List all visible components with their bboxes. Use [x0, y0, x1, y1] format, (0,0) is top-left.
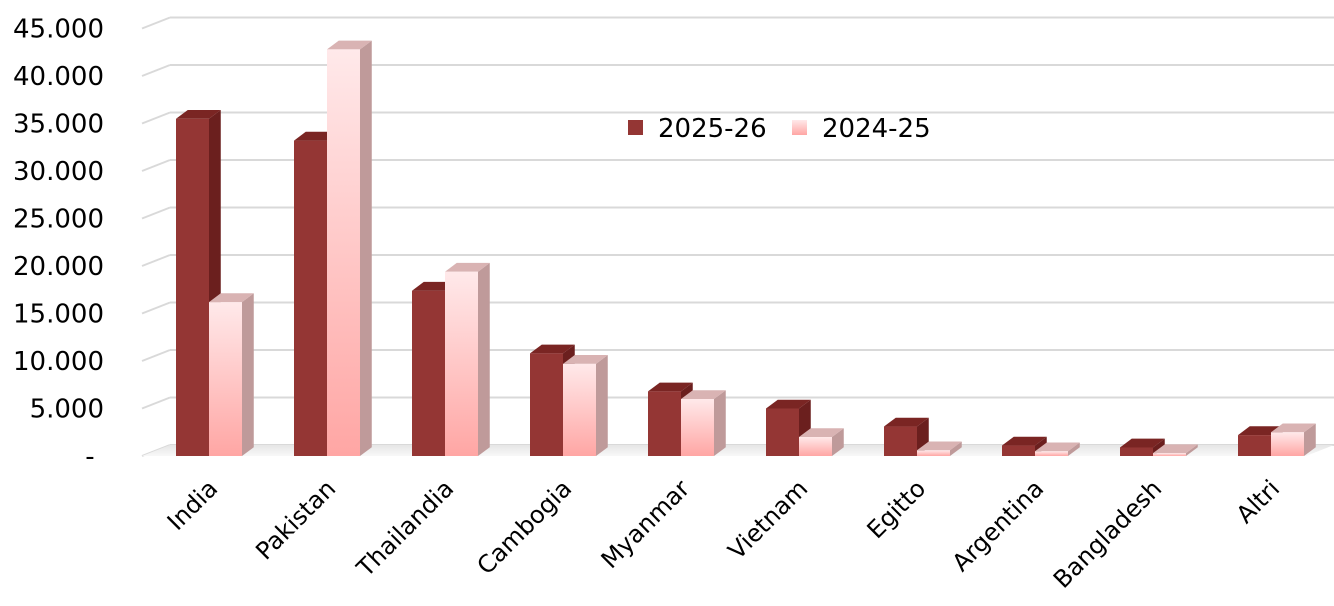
legend-label: 2025-26: [658, 114, 767, 144]
x-tick-label: Egitto: [862, 474, 932, 544]
bar-front: [294, 140, 327, 456]
y-tick-label: 5.000: [30, 395, 104, 425]
bar-cambogia-2024-25: [563, 355, 608, 456]
bar-top: [681, 390, 726, 399]
bar-top: [1153, 444, 1198, 454]
bar-thailandia-2024-25: [445, 262, 490, 456]
bar-top: [884, 417, 929, 427]
bar-front: [766, 408, 799, 456]
gridline-depth: [141, 349, 171, 362]
bar-top: [1271, 423, 1316, 433]
bar-front: [327, 49, 360, 457]
bar-top: [327, 40, 372, 50]
bar-side: [1304, 423, 1316, 456]
gridline-depth: [141, 206, 171, 220]
x-tick-label: Myanmar: [596, 474, 696, 574]
legend-swatch: [628, 120, 643, 135]
legend-label: 2024-25: [822, 114, 931, 144]
bar-top: [1002, 436, 1047, 446]
bar-egitto-2025-26: [884, 417, 929, 456]
bar-front: [530, 353, 563, 456]
bar-top: [766, 399, 811, 409]
bar-bangladesh-2024-25: [1153, 444, 1198, 456]
bars: [176, 40, 1316, 457]
y-axis: - 5.000 10.000 15.000 20.000 25.000 30.000 35.0…: [13, 15, 104, 473]
bar-side: [478, 262, 490, 456]
bar-side: [1186, 444, 1198, 456]
bar-front: [1035, 451, 1068, 456]
gridline-depth: [141, 159, 171, 172]
bar-front: [445, 271, 478, 456]
gridline-depth: [141, 111, 171, 125]
legend-item: 2024-25: [792, 114, 931, 144]
x-tick-label: Bangladesh: [1048, 474, 1167, 593]
y-tick-label: 25.000: [13, 205, 104, 235]
y-tick-label: 20.000: [13, 252, 104, 282]
x-tick-label: Cambogia: [472, 474, 578, 580]
bar-top: [176, 109, 221, 119]
x-tick-label: India: [162, 474, 223, 535]
bar-top: [1035, 442, 1080, 452]
bar-front: [884, 426, 917, 456]
x-tick-label: Altri: [1231, 474, 1285, 528]
bar-top: [799, 428, 844, 437]
gridline-depth: [141, 16, 171, 30]
bar-pakistan-2024-25: [327, 40, 372, 457]
y-tick-label: 15.000: [13, 300, 104, 330]
y-tick-label: 30.000: [13, 157, 104, 187]
bar-front: [1002, 445, 1035, 456]
bar-front: [412, 290, 445, 456]
legend-swatch: [792, 120, 807, 135]
bar-top: [530, 344, 575, 354]
gridline-depth: [141, 254, 171, 267]
bar-top: [917, 441, 962, 451]
bar-side: [832, 428, 844, 456]
bar-side: [242, 293, 254, 456]
bar-india-2024-25: [209, 293, 254, 456]
x-tick-label: Pakistan: [250, 474, 341, 565]
bar-front: [799, 437, 832, 456]
y-tick-label: 45.000: [13, 15, 104, 45]
bar-front: [1238, 435, 1271, 456]
bar-side: [950, 441, 962, 456]
y-tick-label: 35.000: [13, 110, 104, 140]
bar-side: [1068, 442, 1080, 456]
gridline-depth: [141, 301, 171, 315]
bar-top: [209, 293, 254, 303]
bar-top: [563, 355, 608, 364]
x-axis: India Pakistan Thailandia Cambogia Myanmar Vi…: [162, 474, 1285, 593]
legend-item: 2025-26: [628, 114, 767, 144]
bar-front: [1153, 453, 1186, 456]
bar-front: [209, 302, 242, 456]
bar-front: [681, 399, 714, 456]
bar-top: [1120, 438, 1165, 448]
bar-argentina-2024-25: [1035, 442, 1080, 456]
bar-myanmar-2024-25: [681, 390, 726, 456]
bar-vietnam-2024-25: [799, 428, 844, 456]
bar-altri-2024-25: [1271, 423, 1316, 456]
gridline-depth: [141, 396, 171, 410]
bar-top: [648, 382, 693, 392]
bar-side: [360, 40, 372, 456]
legend: 2025-26 2024-25: [628, 114, 931, 144]
bar-front: [917, 450, 950, 456]
y-tick-label: 10.000: [13, 347, 104, 377]
bar-egitto-2024-25: [917, 441, 962, 456]
x-tick-label: Vietnam: [723, 474, 814, 565]
bar-side: [714, 390, 726, 456]
bar-front: [648, 391, 681, 456]
x-tick-label: Argentina: [947, 474, 1050, 577]
bar-front: [176, 118, 209, 456]
bar-front: [1271, 432, 1304, 456]
x-tick-label: Thailandia: [351, 474, 460, 583]
bar-top: [445, 262, 490, 272]
y-tick-label: 40.000: [13, 62, 104, 92]
bar-side: [596, 355, 608, 456]
bar-front: [563, 363, 596, 456]
y-tick-label: -: [85, 442, 94, 472]
bar-front: [1120, 447, 1153, 456]
gridline-depth: [141, 64, 171, 77]
